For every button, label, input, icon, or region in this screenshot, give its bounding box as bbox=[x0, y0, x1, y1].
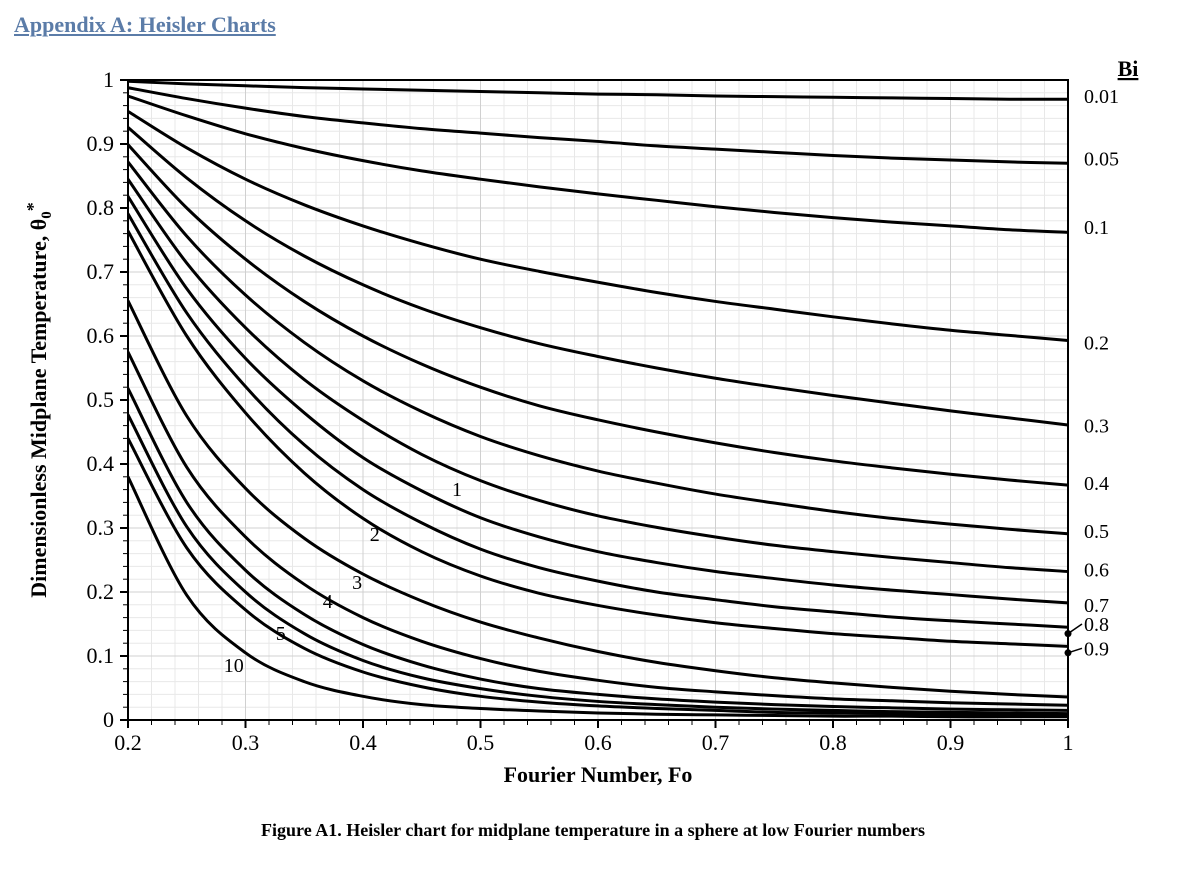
svg-text:0.2: 0.2 bbox=[114, 730, 142, 755]
svg-text:0.4: 0.4 bbox=[1084, 473, 1109, 495]
svg-text:0.4: 0.4 bbox=[87, 451, 115, 476]
svg-text:0: 0 bbox=[103, 707, 114, 732]
chart-svg: 0.20.30.40.50.60.70.80.9100.10.20.30.40.… bbox=[8, 50, 1178, 810]
svg-text:Dimensionless Midplane Tempera: Dimensionless Midplane Temperature, θ0* bbox=[23, 202, 55, 597]
svg-text:0.8: 0.8 bbox=[87, 195, 115, 220]
svg-text:0.3: 0.3 bbox=[232, 730, 260, 755]
svg-text:0.9: 0.9 bbox=[87, 131, 115, 156]
svg-text:2: 2 bbox=[370, 524, 380, 546]
svg-text:10: 10 bbox=[224, 655, 244, 677]
svg-text:5: 5 bbox=[276, 623, 286, 645]
svg-text:0.8: 0.8 bbox=[1084, 614, 1109, 636]
svg-text:0.05: 0.05 bbox=[1084, 149, 1119, 171]
svg-text:0.1: 0.1 bbox=[1084, 217, 1109, 239]
svg-text:0.6: 0.6 bbox=[584, 730, 612, 755]
svg-text:0.9: 0.9 bbox=[937, 730, 965, 755]
heisler-chart: 0.20.30.40.50.60.70.80.9100.10.20.30.40.… bbox=[8, 50, 1178, 810]
svg-text:0.3: 0.3 bbox=[87, 515, 115, 540]
svg-text:0.7: 0.7 bbox=[87, 259, 115, 284]
figure-caption: Figure A1. Heisler chart for midplane te… bbox=[8, 820, 1178, 841]
svg-text:0.01: 0.01 bbox=[1084, 86, 1119, 108]
svg-text:0.2: 0.2 bbox=[1084, 332, 1109, 354]
svg-text:0.5: 0.5 bbox=[1084, 521, 1109, 543]
svg-text:0.5: 0.5 bbox=[87, 387, 115, 412]
svg-text:0.3: 0.3 bbox=[1084, 416, 1109, 438]
svg-text:1: 1 bbox=[452, 479, 462, 501]
svg-text:4: 4 bbox=[323, 591, 333, 613]
svg-text:0.2: 0.2 bbox=[87, 579, 115, 604]
svg-text:1: 1 bbox=[103, 67, 114, 92]
svg-text:0.8: 0.8 bbox=[819, 730, 847, 755]
svg-text:1: 1 bbox=[1063, 730, 1074, 755]
svg-text:0.1: 0.1 bbox=[87, 643, 115, 668]
page-title: Appendix A: Heisler Charts bbox=[14, 12, 1178, 38]
svg-text:3: 3 bbox=[352, 572, 362, 594]
svg-text:Fourier Number, Fo: Fourier Number, Fo bbox=[504, 762, 693, 787]
svg-text:0.7: 0.7 bbox=[702, 730, 730, 755]
svg-text:0.4: 0.4 bbox=[349, 730, 377, 755]
svg-text:0.5: 0.5 bbox=[467, 730, 495, 755]
svg-text:Bi: Bi bbox=[1118, 56, 1139, 81]
svg-text:0.9: 0.9 bbox=[1084, 638, 1109, 660]
svg-text:0.6: 0.6 bbox=[1084, 560, 1109, 582]
svg-text:0.6: 0.6 bbox=[87, 323, 115, 348]
